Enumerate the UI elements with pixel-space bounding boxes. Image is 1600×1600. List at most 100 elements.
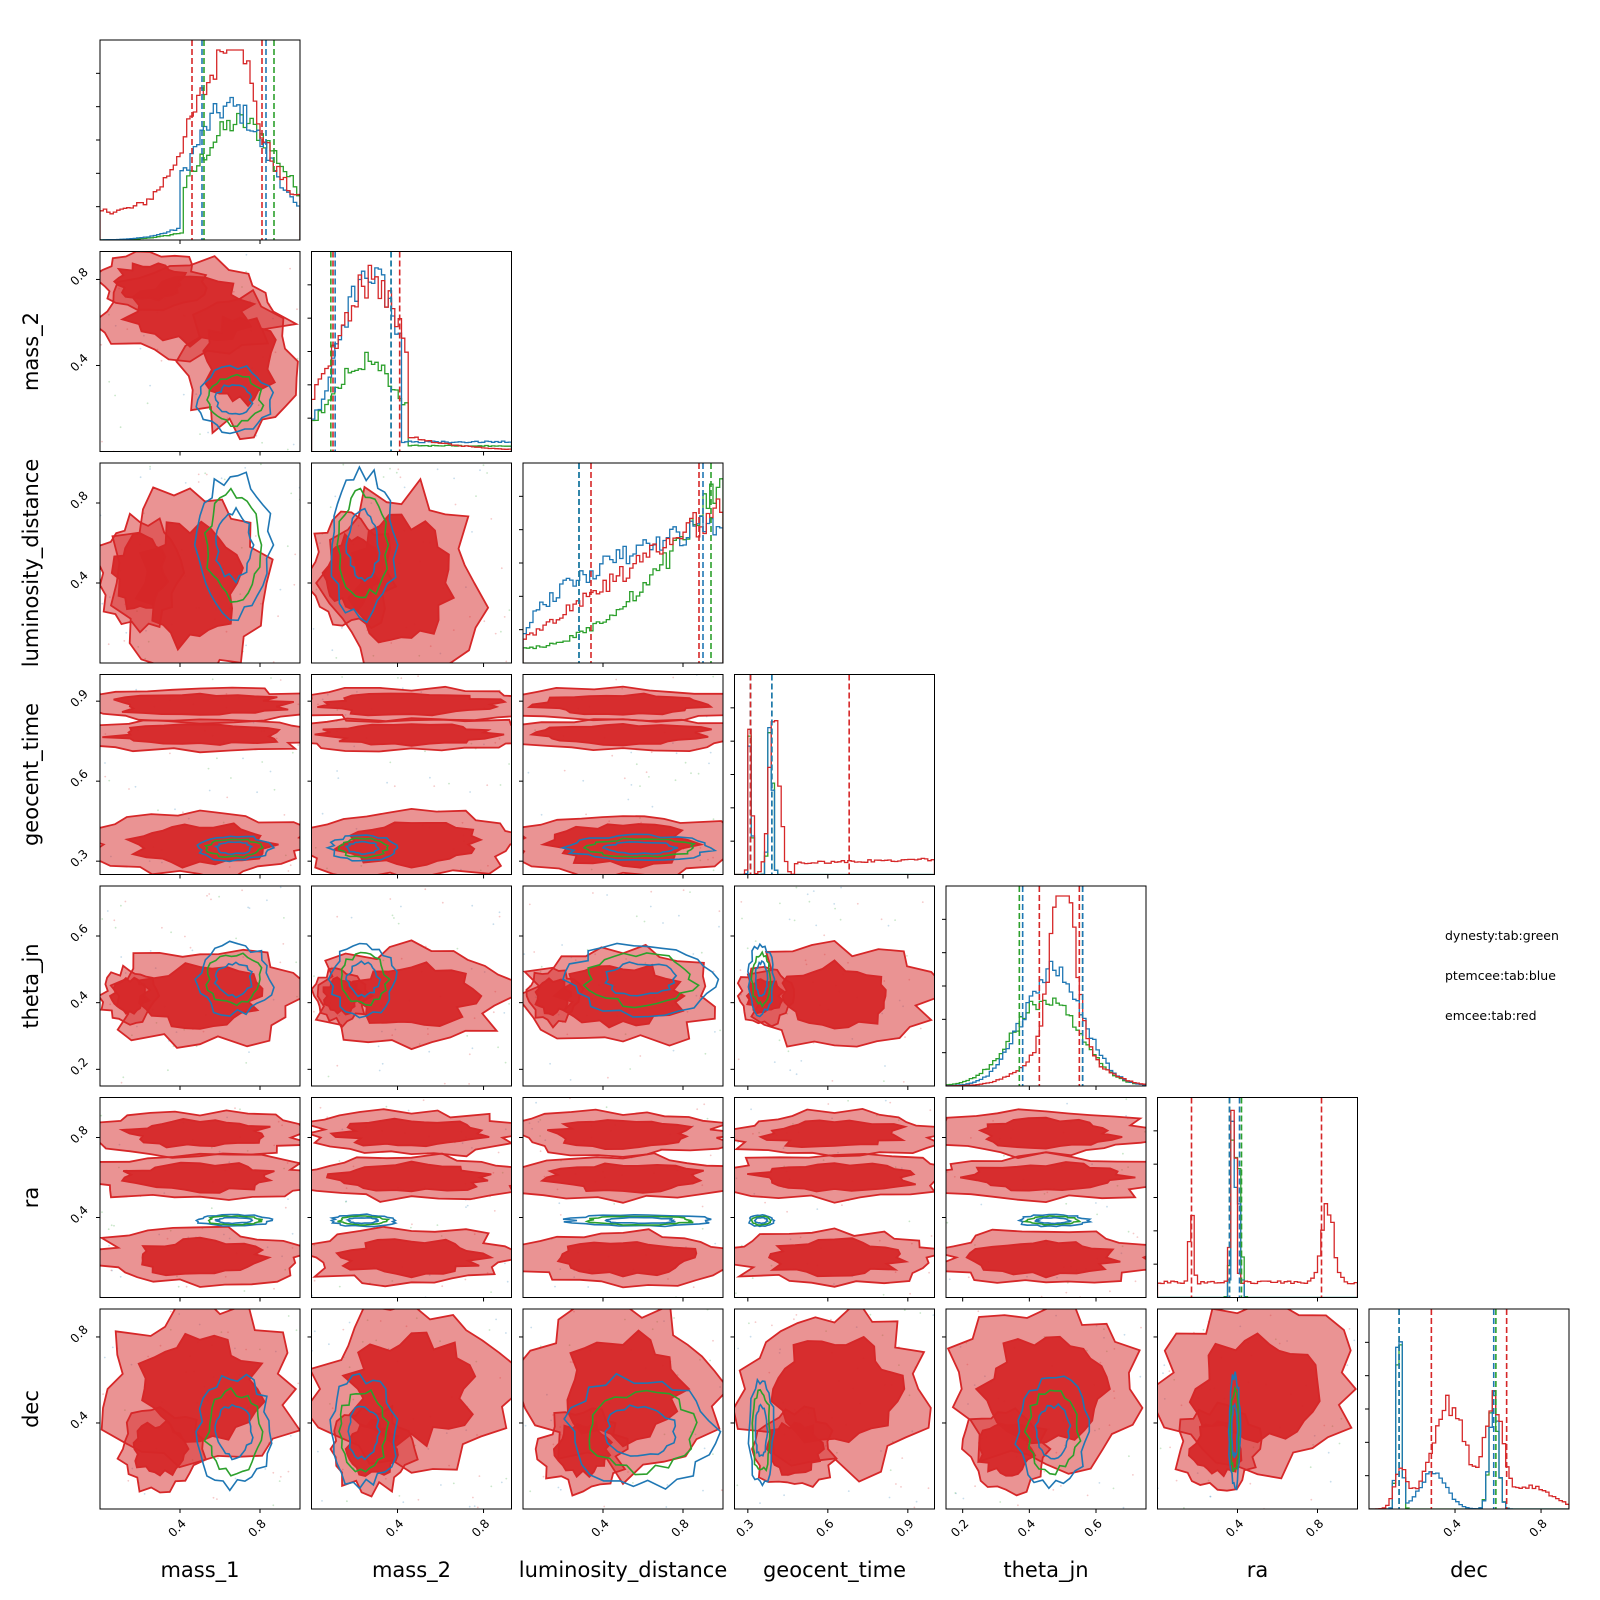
panel-frame [522, 674, 724, 875]
xtick-dec-0: 0.4 [1440, 1516, 1463, 1539]
xtick-ra-1: 0.8 [1303, 1516, 1326, 1539]
ytick-mass-2-1: 0.8 [67, 265, 90, 288]
xlabel-mass-2: mass_2 [372, 1558, 451, 1583]
panel-mass-2-hist [307, 251, 512, 456]
panel-frame [99, 462, 301, 664]
panel-mass-2-vs-luminosity-distance [307, 462, 512, 667]
panel-frame [99, 1097, 301, 1298]
panel-mass-2-vs-theta-jn [307, 885, 512, 1090]
ytick-dec-0: 0.4 [67, 1408, 90, 1431]
panel-geocent-time-hist [730, 674, 935, 879]
ylabel-theta-jn: theta_jn [19, 943, 44, 1028]
panel-frame [522, 1097, 724, 1298]
panel-frame [522, 1308, 724, 1510]
panel-frame [99, 674, 301, 875]
ytick-ra-0: 0.4 [67, 1203, 90, 1226]
panel-frame [311, 885, 512, 1087]
ytick-ra-1: 0.8 [67, 1123, 90, 1146]
panel-frame [734, 1308, 935, 1510]
hist-ptemcee-mass-1 [100, 96, 300, 240]
corner-panels: 0.40.80.40.80.30.60.90.20.40.60.40.80.40… [19, 39, 1570, 1583]
hist-emcee-ra [1157, 1109, 1358, 1298]
xtick-theta-jn-1: 0.4 [1015, 1516, 1038, 1539]
panel-luminosity-distance-vs-dec: 0.4 0.8 [519, 1308, 724, 1540]
panel-frame [311, 674, 512, 875]
panel-frame [311, 1308, 512, 1510]
ytick-theta-jn-2: 0.6 [67, 921, 90, 944]
xtick-luminosity-distance-0: 0.4 [588, 1516, 611, 1539]
panel-mass-1-vs-ra: 0.4 0.8 [67, 1097, 301, 1302]
panel-frame [734, 885, 935, 1087]
legend-entry-0: dynesty:tab:green [1445, 928, 1559, 943]
ytick-luminosity-distance-0: 0.4 [67, 568, 90, 591]
ytick-theta-jn-0: 0.2 [67, 1055, 90, 1078]
panel-frame [311, 251, 512, 452]
ylabel-dec: dec [19, 1390, 43, 1428]
ylabel-mass-2: mass_2 [19, 312, 44, 391]
ylabel-ra: ra [19, 1187, 43, 1209]
panel-theta-jn-hist [942, 885, 1147, 1090]
ytick-dec-1: 0.8 [67, 1322, 90, 1345]
panel-geocent-time-vs-theta-jn [730, 885, 935, 1090]
panel-geocent-time-vs-ra [730, 1097, 935, 1302]
panel-frame [99, 885, 301, 1087]
ytick-geocent-time-1: 0.6 [67, 767, 90, 790]
xtick-mass-1-0: 0.4 [165, 1516, 188, 1539]
panel-mass-2-vs-dec: 0.4 0.8 [307, 1308, 512, 1540]
ytick-theta-jn-1: 0.4 [67, 988, 90, 1011]
panel-ra-hist [1153, 1097, 1358, 1302]
hist-emcee-theta-jn [946, 895, 1146, 1086]
hist-dynesty-ra [1157, 1139, 1358, 1298]
xlabel-luminosity-distance: luminosity_distance [519, 1558, 728, 1583]
xtick-mass-2-1: 0.8 [469, 1516, 492, 1539]
legend-entry-1: ptemcee:tab:blue [1445, 968, 1556, 983]
legend-entry-2: emcee:tab:red [1445, 1008, 1537, 1023]
hist-ptemcee-dec [1369, 1341, 1569, 1509]
hist-emcee-dec [1369, 1389, 1569, 1509]
panel-theta-jn-vs-dec: 0.2 0.4 0.6 [942, 1308, 1147, 1540]
panel-mass-1-vs-geocent-time: 0.3 0.6 0.9 [67, 674, 301, 879]
panel-mass-1-vs-dec: 0.4 0.8 0.4 0.8 [67, 1308, 301, 1540]
panel-mass-1-vs-mass-2: 0.4 0.8 [67, 251, 301, 456]
panel-mass-1-vs-luminosity-distance: 0.4 0.8 [67, 462, 301, 667]
hist-ptemcee-theta-jn [946, 960, 1146, 1086]
hist-dynesty-mass-2 [311, 351, 512, 452]
panel-frame [522, 885, 724, 1087]
hist-emcee-geocent-time [734, 720, 935, 875]
panel-frame [99, 251, 301, 452]
ytick-geocent-time-2: 0.9 [67, 687, 90, 710]
panel-geocent-time-vs-dec: 0.3 0.6 0.9 [730, 1308, 935, 1540]
xtick-luminosity-distance-1: 0.8 [668, 1516, 691, 1539]
xlabel-geocent-time: geocent_time [763, 1558, 906, 1583]
xtick-mass-2-0: 0.4 [383, 1516, 406, 1539]
panel-frame [1157, 1308, 1358, 1510]
ylabel-luminosity-distance: luminosity_distance [19, 459, 44, 668]
panel-luminosity-distance-vs-ra [519, 1097, 724, 1302]
xtick-ra-0: 0.4 [1223, 1516, 1246, 1539]
ytick-geocent-time-0: 0.3 [67, 847, 90, 870]
hist-dynesty-theta-jn [946, 997, 1146, 1086]
xtick-theta-jn-2: 0.6 [1081, 1516, 1104, 1539]
xtick-dec-1: 0.8 [1527, 1516, 1550, 1539]
xtick-geocent-time-2: 0.9 [893, 1516, 916, 1539]
xlabel-dec: dec [1450, 1558, 1488, 1582]
panel-frame [311, 1097, 512, 1298]
xtick-geocent-time-0: 0.3 [733, 1516, 756, 1539]
panel-frame [945, 1308, 1147, 1510]
panel-luminosity-distance-vs-theta-jn [519, 885, 724, 1090]
legend: dynesty:tab:green ptemcee:tab:blue emcee:t… [1445, 928, 1559, 1023]
ytick-luminosity-distance-1: 0.8 [67, 488, 90, 511]
panel-mass-2-vs-ra [307, 1097, 512, 1302]
ylabel-geocent-time: geocent_time [19, 703, 44, 846]
hist-emcee-mass-2 [311, 264, 512, 452]
panel-frame [311, 462, 512, 664]
panel-mass-1-hist [96, 39, 301, 244]
hist-ptemcee-mass-2 [311, 267, 512, 452]
xlabel-ra: ra [1247, 1558, 1269, 1582]
xtick-mass-1-1: 0.8 [245, 1516, 268, 1539]
panel-dec-hist: 0.4 0.8 [1365, 1308, 1570, 1540]
panel-frame [945, 1097, 1147, 1298]
panel-luminosity-distance-hist [519, 462, 724, 667]
panel-frame [522, 462, 724, 664]
